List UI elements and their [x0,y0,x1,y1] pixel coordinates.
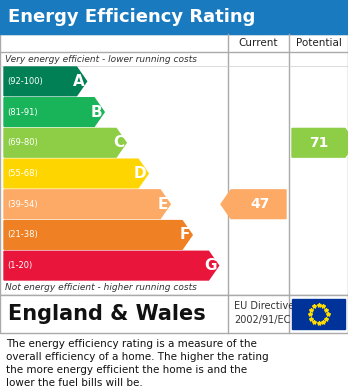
Polygon shape [4,190,170,219]
Text: Energy Efficiency Rating: Energy Efficiency Rating [8,8,255,26]
Text: (39-54): (39-54) [7,200,38,209]
Text: F: F [180,228,190,242]
Text: lower the fuel bills will be.: lower the fuel bills will be. [6,378,143,388]
Text: the more energy efficient the home is and the: the more energy efficient the home is an… [6,365,247,375]
Text: Very energy efficient - lower running costs: Very energy efficient - lower running co… [5,54,197,63]
Polygon shape [4,98,104,126]
Text: Not energy efficient - higher running costs: Not energy efficient - higher running co… [5,283,197,292]
Text: (21-38): (21-38) [7,230,38,239]
Bar [0,295,348,333]
Polygon shape [4,221,192,249]
Text: C: C [113,135,124,150]
Bar [0,0,348,34]
Bar [292,299,345,329]
Text: (81-91): (81-91) [7,108,38,117]
Polygon shape [292,128,348,157]
Text: G: G [204,258,216,273]
Polygon shape [4,128,126,157]
Text: Potential: Potential [295,38,341,48]
Text: (1-20): (1-20) [7,261,32,270]
Polygon shape [4,251,219,280]
Polygon shape [4,159,148,188]
Bar [0,34,348,295]
Text: England & Wales: England & Wales [8,304,206,324]
Polygon shape [4,67,87,96]
Text: EU Directive
2002/91/EC: EU Directive 2002/91/EC [234,301,294,325]
Text: D: D [134,166,146,181]
Text: overall efficiency of a home. The higher the rating: overall efficiency of a home. The higher… [6,352,269,362]
Text: E: E [158,197,168,212]
Text: 71: 71 [309,136,328,150]
Text: B: B [90,104,102,120]
Text: (69-80): (69-80) [7,138,38,147]
Text: A: A [73,74,85,89]
Text: 47: 47 [251,197,270,211]
Text: (55-68): (55-68) [7,169,38,178]
Text: The energy efficiency rating is a measure of the: The energy efficiency rating is a measur… [6,339,257,349]
Text: (92-100): (92-100) [7,77,43,86]
Text: Current: Current [239,38,278,48]
Polygon shape [221,190,286,219]
